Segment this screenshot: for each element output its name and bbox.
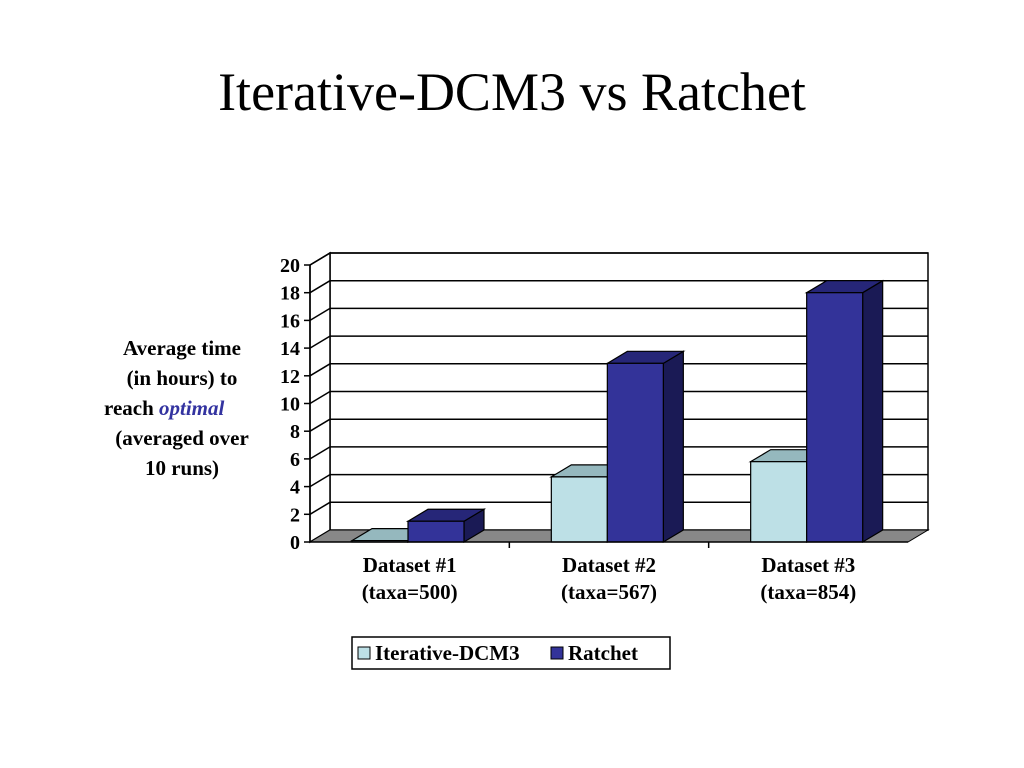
y-tick-label: 10	[280, 394, 300, 416]
y-tick-label: 16	[280, 310, 300, 332]
gridline-side	[309, 390, 331, 405]
gridline-side	[309, 335, 331, 349]
bar-front	[550, 476, 608, 543]
y-axis-label-optimal: optimal	[159, 396, 225, 420]
x-category-label: (taxa=854)	[760, 580, 856, 604]
gridline-side	[309, 363, 331, 377]
slide-title: Iterative-DCM3 vs Ratchet	[218, 62, 806, 122]
bar-side	[862, 279, 884, 544]
legend-swatch	[550, 646, 564, 660]
bar-front	[407, 520, 465, 543]
y-tick-label: 4	[290, 477, 300, 499]
bar-ratchet-3	[804, 279, 885, 544]
gridline-side	[309, 501, 331, 515]
y-axis-label-line-5: 10 runs)	[144, 456, 220, 480]
y-tick-label: 18	[280, 283, 300, 305]
bar-front	[806, 292, 864, 543]
y-tick-label: 0	[290, 532, 300, 554]
gridline-side	[309, 307, 331, 322]
x-category-label: Dataset #1	[363, 553, 457, 577]
y-axis-label-reach: reach	[104, 396, 154, 420]
legend-box	[351, 636, 671, 670]
y-tick-label: 6	[290, 449, 300, 471]
x-category-label: Dataset #2	[562, 553, 656, 577]
y-tick-label: 20	[280, 255, 300, 277]
bar-ratchet-1	[405, 508, 487, 544]
y-axis-label-line-2: (in hours) to	[126, 366, 238, 390]
chart-axis-layer: 0 2 4 6 8 10 12 14 16 18 20 Dataset #1 (taxa=500) Dat…	[280, 255, 908, 604]
gridline-side	[309, 418, 331, 432]
x-category-label: Dataset #3	[761, 553, 855, 577]
chart-legend: Iterative-DCM3 Ratchet	[351, 636, 671, 670]
gridline-side	[309, 473, 331, 488]
y-tick-label: 2	[290, 504, 300, 526]
bar-side	[662, 350, 684, 544]
gridline-side	[309, 252, 331, 266]
gridline-side	[309, 446, 331, 460]
y-axis-label: Average time (in hours) to reach optimal…	[92, 333, 272, 483]
gridline-side	[309, 280, 331, 294]
legend-label: Ratchet	[568, 641, 638, 665]
x-category-label: (taxa=567)	[561, 580, 657, 604]
bar-front	[606, 362, 664, 543]
bar-front	[750, 461, 808, 543]
y-tick-label: 14	[280, 338, 300, 360]
bar-ratchet-2	[605, 350, 686, 544]
x-category-label: (taxa=500)	[362, 580, 458, 604]
y-axis-label-line-3: reach optimal	[92, 393, 272, 423]
legend-label: Iterative-DCM3	[375, 641, 520, 665]
legend-swatch	[357, 646, 371, 660]
y-axis-label-line-4: (averaged over	[115, 426, 249, 450]
y-axis-label-line-1: Average time	[123, 336, 241, 360]
y-tick-label: 8	[290, 421, 300, 443]
y-tick-label: 12	[280, 366, 300, 388]
